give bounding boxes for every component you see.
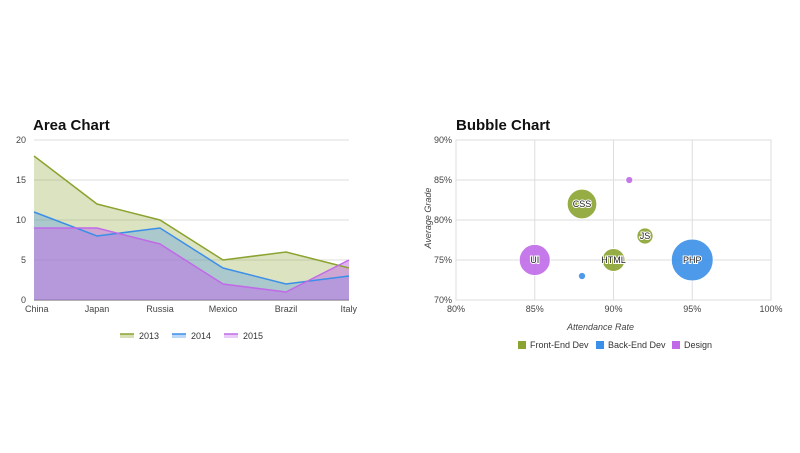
x-tick-label: 85% <box>526 304 544 314</box>
legend-label: 2014 <box>191 331 211 341</box>
legend-label: 2015 <box>243 331 263 341</box>
y-tick-label: 20 <box>16 135 26 145</box>
bubble <box>670 238 714 282</box>
bubble <box>566 188 598 220</box>
x-axis-title: Attendance Rate <box>566 322 634 332</box>
x-tick-label: 95% <box>683 304 701 314</box>
y-tick-label: 10 <box>16 215 26 225</box>
x-tick-label: Italy <box>340 304 357 314</box>
x-tick-label: 90% <box>604 304 622 314</box>
bubble-label: CSS <box>573 199 592 209</box>
bubble <box>625 175 634 185</box>
y-axis-title: Average Grade <box>423 188 433 250</box>
area-chart: 0 5 10 15 20 China Japan Russia Mexico Brazil Ital… <box>16 135 358 341</box>
bubble <box>518 243 551 277</box>
bubble <box>636 227 654 245</box>
area-series-line <box>34 227 350 293</box>
x-tick-label: Mexico <box>209 304 238 314</box>
area-chart-panel: 0 5 10 15 20 China Japan Russia Mexico Brazil Ital… <box>16 117 358 341</box>
y-tick-label: 80% <box>434 215 452 225</box>
area-series-line <box>33 155 350 269</box>
y-tick-label: 85% <box>434 175 452 185</box>
y-tick-label: 0 <box>21 295 26 305</box>
x-tick-label: Brazil <box>275 304 298 314</box>
y-tick-label: 5 <box>21 255 26 265</box>
legend-swatch <box>518 341 526 349</box>
bubble-label: UI <box>530 255 539 265</box>
legend-swatch <box>596 341 604 349</box>
bubble-chart-panel: 80% 85% 90% 95% 100% 70% 75% 80% 85% 90% Attendanc… <box>400 0 800 453</box>
x-tick-label: 100% <box>759 304 782 314</box>
y-tick-label: 90% <box>434 135 452 145</box>
legend-label: 2013 <box>139 331 159 341</box>
y-tick-label: 75% <box>434 255 452 265</box>
bubble-chart: 80% 85% 90% 95% 100% 70% 75% 80% 85% 90% Attendanc… <box>423 135 783 350</box>
x-tick-label: Japan <box>85 304 110 314</box>
x-tick-label: 80% <box>447 304 465 314</box>
x-tick-label: China <box>25 304 49 314</box>
x-tick-label: Russia <box>146 304 174 314</box>
bubble-label: PHP <box>683 255 702 265</box>
legend-label: Back-End Dev <box>608 340 666 350</box>
legend-label: Front-End Dev <box>530 340 589 350</box>
legend-swatch <box>224 334 238 338</box>
bubble-label: HTML <box>601 255 626 265</box>
legend-swatch <box>172 334 186 338</box>
legend-swatch <box>672 341 680 349</box>
bubble <box>601 247 626 273</box>
area-series-line <box>33 211 350 285</box>
area-chart-title: Area Chart <box>33 117 110 134</box>
y-tick-label: 15 <box>16 175 26 185</box>
bubble-label: JS <box>640 231 651 241</box>
y-tick-label: 70% <box>434 295 452 305</box>
legend-swatch <box>120 334 134 338</box>
legend-label: Design <box>684 340 712 350</box>
bubble <box>577 271 587 281</box>
bubble-chart-title: Bubble Chart <box>456 117 551 134</box>
